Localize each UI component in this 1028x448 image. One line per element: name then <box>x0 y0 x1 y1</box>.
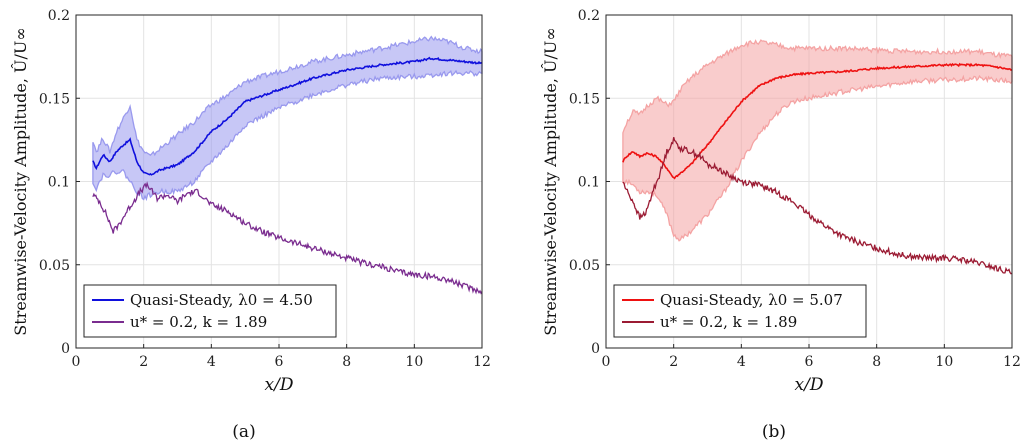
legend-entry: Quasi-Steady, λ0 = 5.07 <box>660 291 843 309</box>
y-tick-label: 0 <box>61 341 70 357</box>
y-tick-label: 0.2 <box>578 8 600 24</box>
legend: Quasi-Steady, λ0 = 5.07 u* = 0.2, k = 1.8… <box>613 284 867 338</box>
x-tick-label: 2 <box>669 354 678 370</box>
x-tick-label: 4 <box>207 354 216 370</box>
legend-entry: u* = 0.2, k = 1.89 <box>660 313 797 331</box>
y-axis-label: Streamwise-Velocity Amplitude, Û/U∞ <box>10 27 30 335</box>
x-tick-label: 0 <box>72 354 81 370</box>
y-tick-label: 0.05 <box>569 258 600 274</box>
y-tick-label: 0 <box>591 341 600 357</box>
x-tick-label: 0 <box>602 354 611 370</box>
x-tick-label: 6 <box>805 354 814 370</box>
y-axis-label: Streamwise-Velocity Amplitude, Û/U∞ <box>540 27 560 335</box>
legend: Quasi-Steady, λ0 = 4.50 u* = 0.2, k = 1.8… <box>83 284 337 338</box>
panel-caption: (a) <box>232 422 255 442</box>
series-line-0 <box>622 62 1013 180</box>
legend-entry: Quasi-Steady, λ0 = 4.50 <box>130 291 313 309</box>
x-tick-label: 10 <box>405 354 423 370</box>
x-axis-label: x/D <box>265 375 294 395</box>
series-line-1 <box>92 181 483 295</box>
series-line-0 <box>92 56 483 176</box>
series-line-1 <box>622 137 1013 275</box>
x-tick-label: 6 <box>275 354 284 370</box>
x-tick-label: 8 <box>872 354 881 370</box>
x-tick-label: 8 <box>342 354 351 370</box>
panel-caption: (b) <box>762 422 786 442</box>
chart-panel-b: 0 2 4 6 8 10 12 0 0.05 0.1 0.15 0.2 x/D Streamwise-Ve… <box>540 8 1021 442</box>
legend-box <box>613 284 867 338</box>
y-tick-label: 0.15 <box>39 91 70 107</box>
y-tick-label: 0.05 <box>39 258 70 274</box>
legend-entry: u* = 0.2, k = 1.89 <box>130 313 267 331</box>
legend-box <box>83 284 337 338</box>
y-tick-label: 0.15 <box>569 91 600 107</box>
y-tick-label: 0.1 <box>48 175 70 191</box>
x-tick-label: 12 <box>473 354 491 370</box>
chart-panel-a: 0 2 4 6 8 10 12 0 0.05 0.1 0.15 0.2 x/D Streamwise-Ve… <box>10 8 491 442</box>
x-axis-label: x/D <box>795 375 824 395</box>
x-tick-label: 10 <box>935 354 953 370</box>
x-tick-label: 2 <box>139 354 148 370</box>
x-tick-label: 4 <box>737 354 746 370</box>
y-tick-label: 0.2 <box>48 8 70 24</box>
x-tick-label: 12 <box>1003 354 1021 370</box>
y-tick-label: 0.1 <box>578 175 600 191</box>
